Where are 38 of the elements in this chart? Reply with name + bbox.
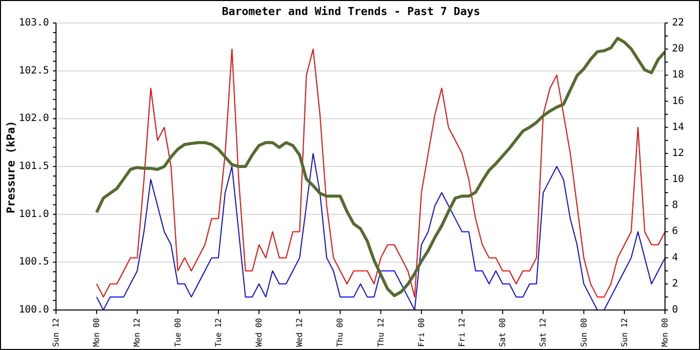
y-tick-label: 101.5 bbox=[18, 161, 49, 172]
y2-tick-label: 22 bbox=[672, 18, 684, 28]
y2-tick-label: 6 bbox=[672, 226, 678, 238]
y-tick-label: 100.0 bbox=[18, 304, 49, 316]
y-tick-label: 101.0 bbox=[18, 208, 49, 220]
x-tick-label: Mon 12 bbox=[132, 318, 142, 347]
x-tick-label: Mon 00 bbox=[660, 318, 670, 347]
y2-tick-label: 10 bbox=[672, 174, 684, 186]
x-tick-label: Tue 00 bbox=[173, 318, 182, 347]
y-tick-label: 103.0 bbox=[18, 18, 49, 28]
x-tick-label: Thu 00 bbox=[336, 318, 345, 347]
y2-tick-label: 16 bbox=[672, 96, 684, 107]
y2-tick-label: 4 bbox=[672, 252, 678, 264]
x-tick-label: Tue 12 bbox=[214, 318, 223, 347]
y2-tick-label: 18 bbox=[672, 70, 684, 81]
chart-title: Barometer and Wind Trends - Past 7 Days bbox=[220, 5, 482, 18]
x-tick-label: Wed 00 bbox=[254, 318, 264, 347]
x-tick-label: Sun 00 bbox=[579, 318, 588, 347]
y-axis-title: Pressure (kPa) bbox=[4, 120, 18, 214]
y-tick-label: 102.5 bbox=[18, 65, 49, 76]
y2-tick-label: 14 bbox=[672, 122, 684, 133]
x-tick-label: Sat 00 bbox=[498, 318, 508, 347]
y2-tick-label: 20 bbox=[672, 44, 684, 55]
x-tick-label: Fri 12 bbox=[458, 318, 466, 347]
x-tick-label: Sat 12 bbox=[538, 318, 548, 347]
y2-tick-label: 0 bbox=[672, 304, 678, 316]
y2-tick-label: 8 bbox=[672, 200, 678, 212]
y2-tick-label: 2 bbox=[672, 278, 678, 290]
x-tick-label: Wed 12 bbox=[295, 318, 304, 347]
x-tick-label: Thu 12 bbox=[376, 318, 386, 347]
x-tick-label: Mon 00 bbox=[92, 318, 102, 347]
x-tick-label: Sun 12 bbox=[620, 318, 629, 347]
y-tick-label: 102.0 bbox=[18, 113, 49, 124]
x-tick-label: Fri 00 bbox=[416, 318, 426, 347]
x-tick-label: Sun 12 bbox=[52, 318, 60, 347]
y2-tick-label: 12 bbox=[672, 148, 684, 159]
y-tick-label: 100.5 bbox=[18, 256, 49, 268]
line-series bbox=[96, 152, 665, 310]
